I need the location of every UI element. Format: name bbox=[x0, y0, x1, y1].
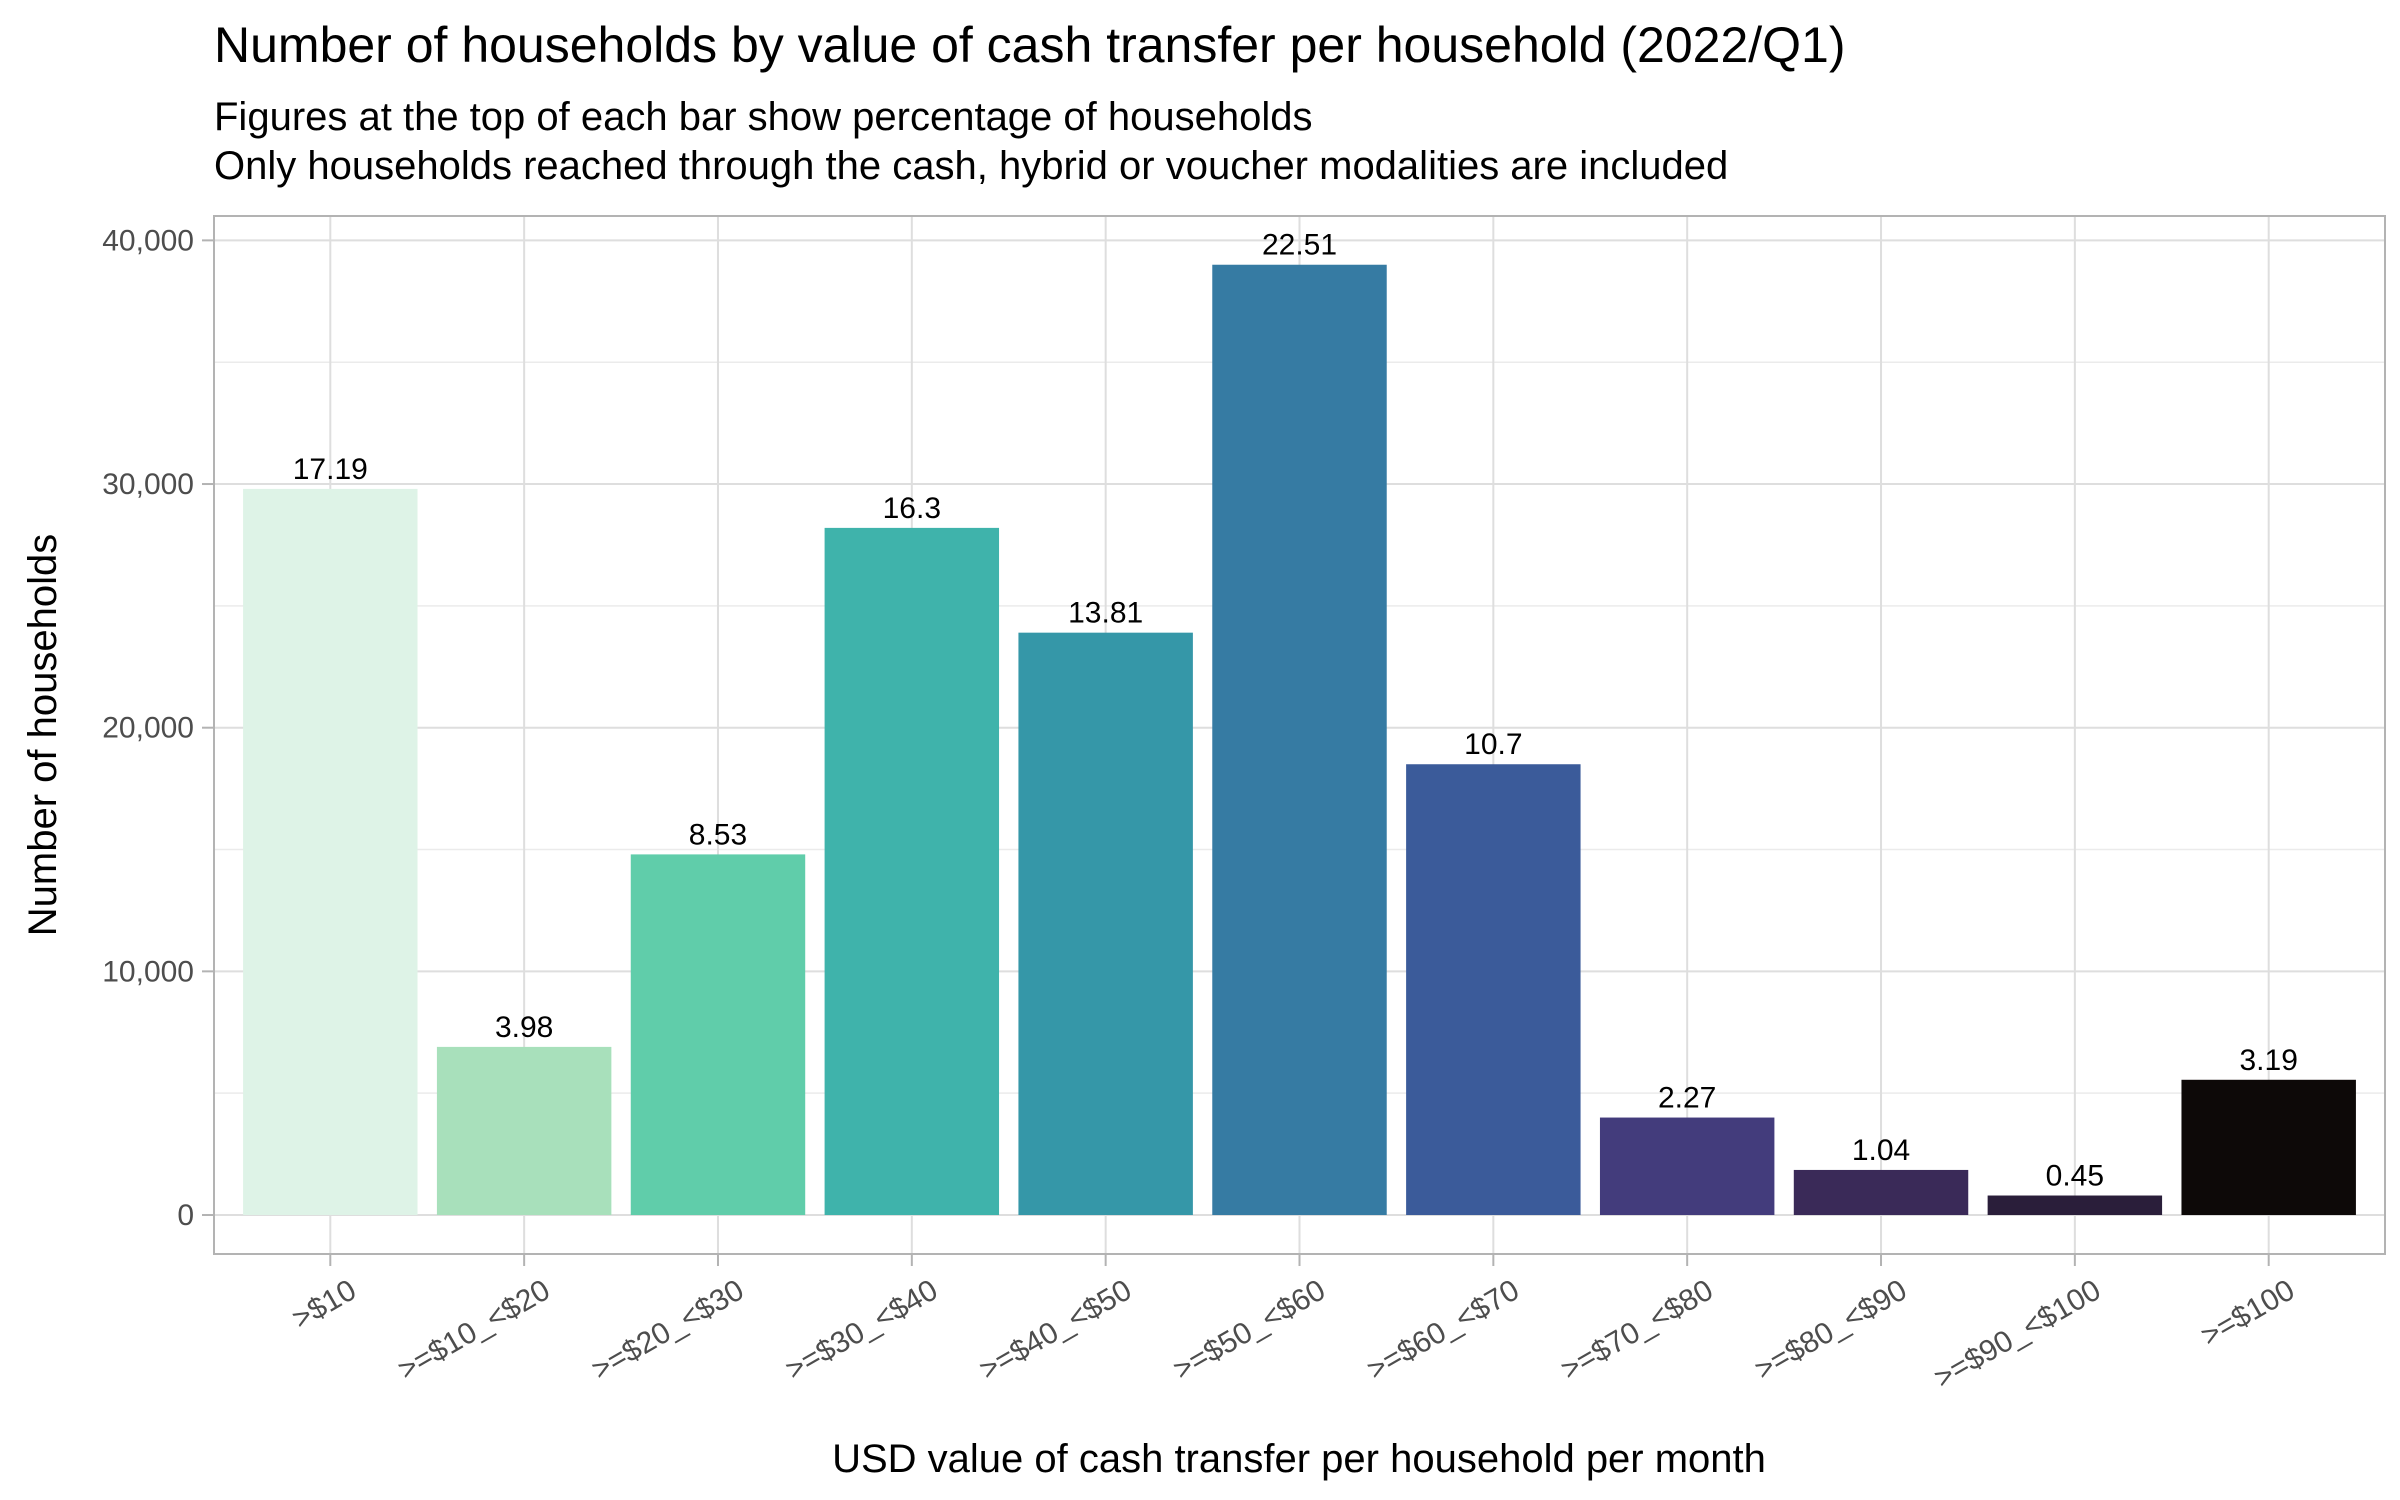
bar bbox=[1212, 264, 1387, 1216]
x-tick-label: >=$50_<$60 bbox=[1168, 1273, 1331, 1386]
data-label: 1.04 bbox=[1852, 1134, 1910, 1167]
bars bbox=[243, 264, 2356, 1216]
bar bbox=[1793, 1169, 1969, 1216]
chart-subtitle-line-1: Figures at the top of each bar show perc… bbox=[214, 95, 1313, 139]
x-tick-label: >=$60_<$70 bbox=[1362, 1273, 1525, 1386]
x-tick-label: >=$80_<$90 bbox=[1749, 1273, 1912, 1386]
y-tick-label: 10,000 bbox=[102, 955, 194, 988]
bar bbox=[436, 1046, 612, 1216]
chart-subtitle-line-2: Only households reached through the cash… bbox=[214, 144, 1728, 188]
data-label: 2.27 bbox=[1658, 1082, 1716, 1115]
x-tick-label: >=$40_<$50 bbox=[974, 1273, 1137, 1386]
y-axis: 0 10,000 20,000 30,000 40,000 bbox=[102, 224, 214, 1232]
data-label: 16.3 bbox=[883, 492, 941, 525]
y-axis-title: Number of households bbox=[21, 534, 65, 936]
bar bbox=[2181, 1079, 2356, 1216]
bar bbox=[243, 488, 418, 1216]
data-label: 10.7 bbox=[1464, 728, 1522, 761]
x-tick-label: >$10 bbox=[287, 1273, 362, 1335]
y-tick-label: 40,000 bbox=[102, 224, 194, 257]
data-label: 3.98 bbox=[495, 1011, 553, 1044]
bar bbox=[824, 527, 1000, 1216]
data-label: 3.19 bbox=[2240, 1044, 2298, 1077]
x-tick-label: >=$70_<$80 bbox=[1556, 1273, 1719, 1386]
data-label: 22.51 bbox=[1262, 229, 1337, 262]
bar bbox=[1987, 1195, 2163, 1216]
x-tick-label: >=$90_<$100 bbox=[1929, 1273, 2107, 1395]
data-labels: 17.19 3.98 8.53 16.3 13.81 22.51 10.7 2.27 1.04 0… bbox=[293, 229, 2298, 1193]
x-tick-label: >=$20_<$30 bbox=[586, 1273, 749, 1386]
bar bbox=[1406, 764, 1581, 1216]
y-tick-label: 20,000 bbox=[102, 712, 194, 745]
bar bbox=[1599, 1117, 1775, 1216]
data-label: 8.53 bbox=[689, 818, 747, 851]
y-tick-label: 0 bbox=[177, 1199, 194, 1232]
x-tick-label: >=$100 bbox=[2196, 1273, 2301, 1352]
x-axis: >$10 >=$10_<$20 >=$20_<$30 >=$30_<$40 >=$40_… bbox=[287, 1254, 2300, 1395]
plot-area: 17.19 3.98 8.53 16.3 13.81 22.51 10.7 2.27 1.04 0… bbox=[102, 215, 2386, 1395]
data-label: 13.81 bbox=[1068, 597, 1143, 630]
chart-title: Number of households by value of cash tr… bbox=[214, 17, 1846, 73]
x-tick-label: >=$10_<$20 bbox=[392, 1273, 555, 1386]
x-axis-title: USD value of cash transfer per household… bbox=[832, 1437, 1766, 1481]
data-label: 17.19 bbox=[293, 453, 368, 486]
bar bbox=[1018, 632, 1193, 1216]
x-tick-label: >=$30_<$40 bbox=[780, 1273, 943, 1386]
y-tick-label: 30,000 bbox=[102, 468, 194, 501]
data-label: 0.45 bbox=[2046, 1160, 2104, 1193]
bar bbox=[630, 854, 806, 1216]
